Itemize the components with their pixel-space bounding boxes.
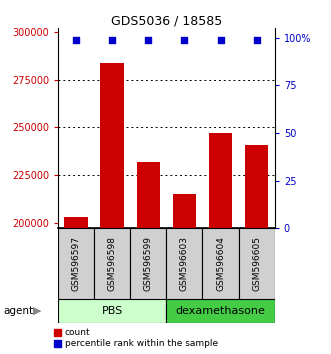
Text: GSM596597: GSM596597: [71, 236, 80, 291]
Bar: [58, 228, 94, 299]
Text: dexamethasone: dexamethasone: [175, 306, 265, 316]
Point: [146, 37, 151, 42]
Bar: [166, 299, 275, 323]
Text: agent: agent: [3, 306, 33, 316]
Text: GSM596603: GSM596603: [180, 236, 189, 291]
Bar: [173, 194, 196, 228]
Point: [73, 37, 79, 42]
Bar: [64, 217, 88, 228]
Legend: count, percentile rank within the sample: count, percentile rank within the sample: [54, 329, 218, 348]
Bar: [203, 228, 239, 299]
Bar: [136, 162, 160, 228]
Bar: [130, 228, 166, 299]
Bar: [94, 228, 130, 299]
Text: GSM596598: GSM596598: [108, 236, 117, 291]
Bar: [58, 299, 166, 323]
Point: [218, 37, 223, 42]
Text: PBS: PBS: [102, 306, 123, 316]
Bar: [239, 228, 275, 299]
Bar: [166, 228, 203, 299]
Point: [254, 37, 259, 42]
Text: GSM596605: GSM596605: [252, 236, 261, 291]
Bar: [209, 133, 232, 228]
Bar: [245, 144, 268, 228]
Point: [110, 37, 115, 42]
Text: ▶: ▶: [33, 306, 42, 316]
Text: GSM596599: GSM596599: [144, 236, 153, 291]
Bar: [100, 63, 124, 228]
Text: GSM596604: GSM596604: [216, 236, 225, 291]
Title: GDS5036 / 18585: GDS5036 / 18585: [111, 14, 222, 27]
Point: [182, 37, 187, 42]
